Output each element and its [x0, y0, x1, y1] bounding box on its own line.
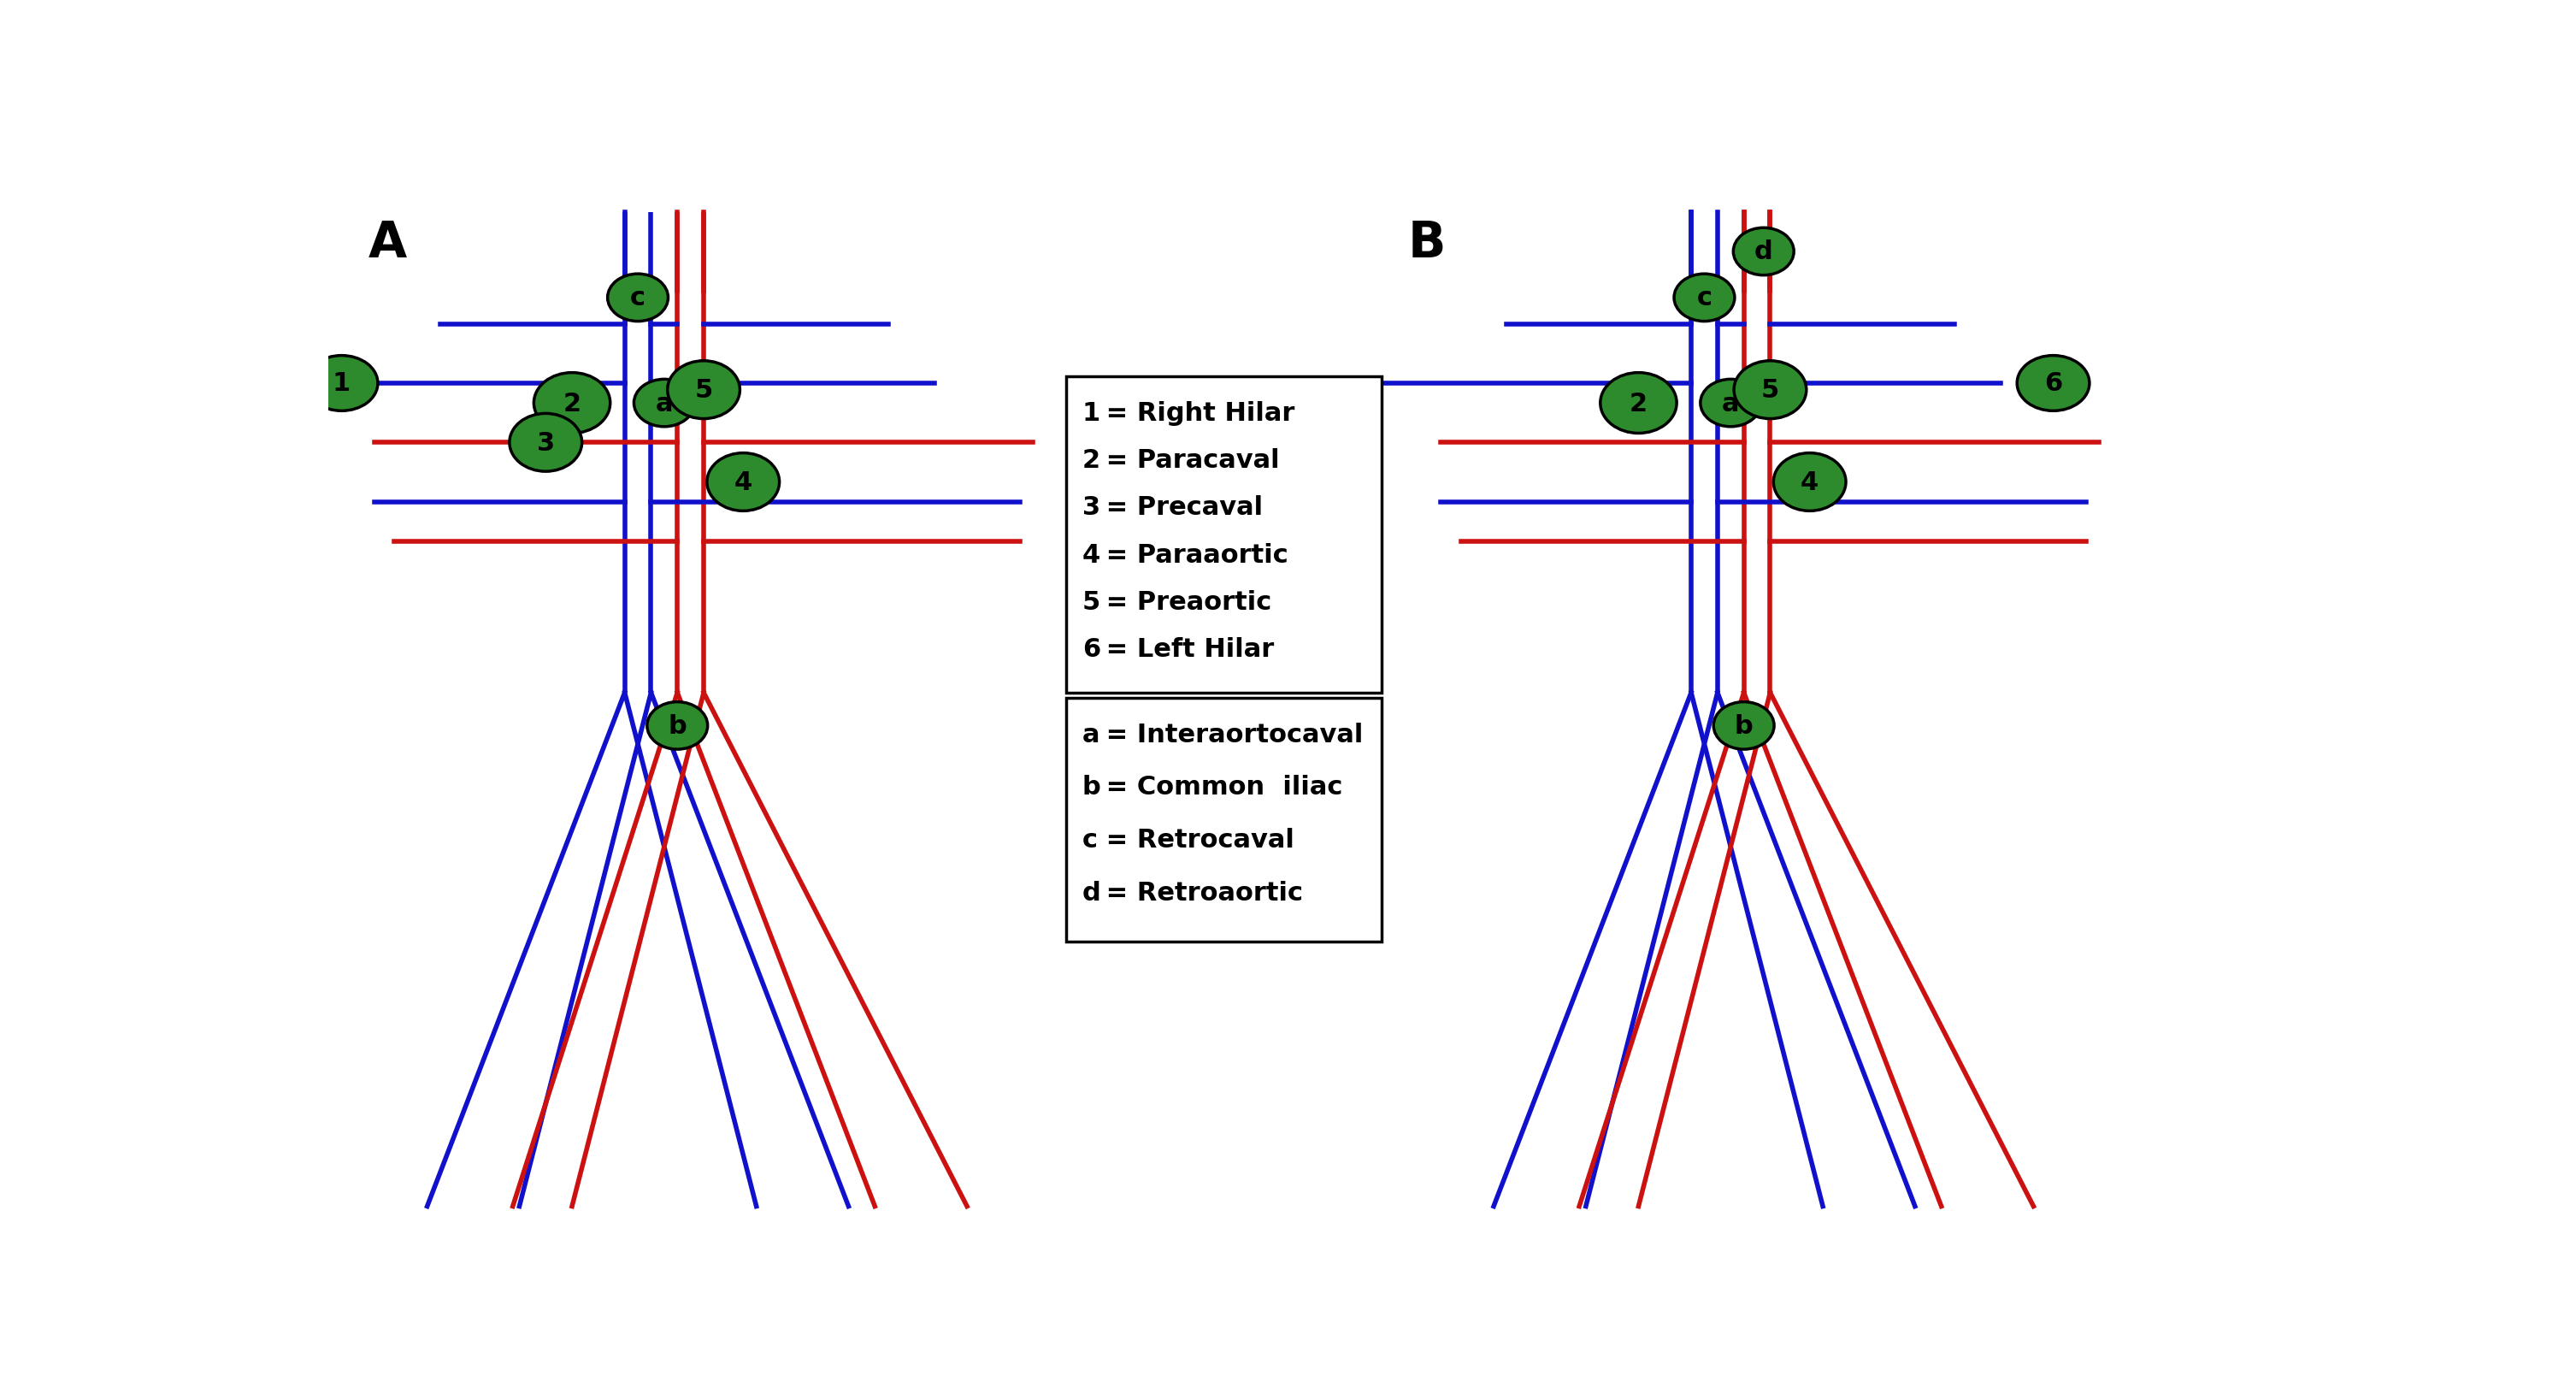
Text: 5: 5 [1082, 590, 1100, 615]
Text: b: b [1082, 775, 1100, 799]
Text: = Precaval: = Precaval [1097, 496, 1262, 520]
Text: 2: 2 [1082, 448, 1100, 473]
Ellipse shape [510, 414, 582, 472]
Text: 3: 3 [1082, 496, 1100, 520]
Text: 2: 2 [564, 391, 582, 416]
Text: A: A [368, 219, 407, 268]
Ellipse shape [608, 275, 667, 322]
Ellipse shape [647, 702, 708, 750]
Ellipse shape [1734, 361, 1806, 419]
Ellipse shape [1713, 702, 1775, 750]
Ellipse shape [2017, 357, 2089, 411]
Text: b: b [1734, 713, 1754, 738]
Ellipse shape [667, 361, 739, 419]
Text: 1: 1 [332, 372, 350, 396]
Text: = Interaortocaval: = Interaortocaval [1097, 722, 1363, 747]
Text: d: d [1082, 880, 1100, 905]
Text: 4: 4 [1082, 543, 1100, 568]
Bar [1066, 378, 1381, 693]
Text: = Retroaortic: = Retroaortic [1097, 880, 1303, 905]
Text: 4: 4 [1801, 471, 1819, 496]
Text: 4: 4 [734, 471, 752, 496]
Ellipse shape [706, 454, 781, 511]
Text: 6: 6 [2045, 372, 2063, 396]
Text: = Paraaortic: = Paraaortic [1097, 543, 1288, 568]
Text: b: b [667, 713, 688, 738]
Text: 2: 2 [1631, 391, 1649, 416]
Ellipse shape [1600, 373, 1677, 433]
Text: a: a [1721, 391, 1739, 416]
Ellipse shape [1734, 229, 1793, 276]
Ellipse shape [1772, 454, 1847, 511]
Bar [1066, 698, 1381, 942]
Ellipse shape [1700, 380, 1762, 428]
Text: 3: 3 [536, 430, 554, 455]
Text: a: a [654, 391, 672, 416]
Text: 5: 5 [1762, 378, 1780, 403]
Text: 6: 6 [1082, 637, 1100, 662]
Text: = Preaortic: = Preaortic [1097, 590, 1273, 615]
Text: = Left Hilar: = Left Hilar [1097, 637, 1275, 662]
Ellipse shape [307, 357, 379, 411]
Text: 5: 5 [696, 378, 714, 403]
Text: c: c [1698, 286, 1713, 311]
Ellipse shape [533, 373, 611, 433]
Text: 1: 1 [1082, 401, 1100, 426]
Text: = Right Hilar: = Right Hilar [1097, 401, 1296, 426]
Text: c: c [1082, 827, 1097, 852]
Ellipse shape [634, 380, 696, 428]
Text: = Paracaval: = Paracaval [1097, 448, 1280, 473]
Text: d: d [1754, 240, 1772, 265]
Text: = Retrocaval: = Retrocaval [1097, 827, 1293, 852]
Text: c: c [631, 286, 647, 311]
Text: = Common  iliac: = Common iliac [1097, 775, 1342, 799]
Text: a: a [1082, 722, 1100, 747]
Ellipse shape [1674, 275, 1734, 322]
Text: B: B [1409, 219, 1445, 268]
